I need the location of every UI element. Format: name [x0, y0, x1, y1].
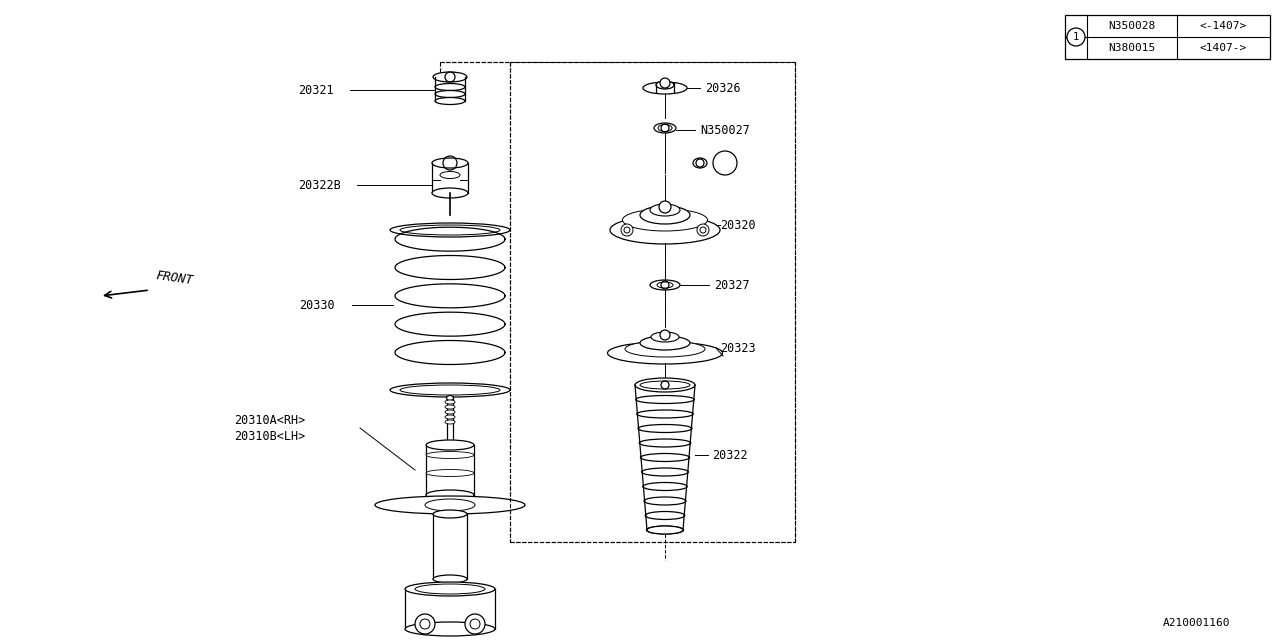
Ellipse shape: [401, 385, 500, 395]
Ellipse shape: [426, 470, 474, 477]
Ellipse shape: [637, 410, 694, 418]
Ellipse shape: [426, 490, 474, 500]
Ellipse shape: [640, 381, 690, 389]
Ellipse shape: [447, 396, 453, 401]
Ellipse shape: [652, 332, 678, 342]
Circle shape: [713, 151, 737, 175]
Circle shape: [659, 201, 671, 213]
Circle shape: [1068, 28, 1085, 46]
Text: <1407->: <1407->: [1199, 43, 1247, 53]
Text: N380015: N380015: [1108, 43, 1156, 53]
Ellipse shape: [433, 575, 467, 583]
Ellipse shape: [657, 81, 675, 89]
Ellipse shape: [433, 510, 467, 518]
Ellipse shape: [433, 72, 467, 82]
Ellipse shape: [639, 439, 691, 447]
Text: 20322B: 20322B: [298, 179, 340, 191]
Ellipse shape: [426, 440, 474, 450]
Text: 20330: 20330: [300, 298, 334, 312]
Ellipse shape: [611, 216, 721, 244]
Ellipse shape: [445, 420, 454, 424]
Ellipse shape: [650, 280, 680, 290]
Ellipse shape: [643, 483, 687, 490]
Ellipse shape: [641, 468, 689, 476]
Ellipse shape: [390, 223, 509, 237]
Circle shape: [660, 78, 669, 88]
Circle shape: [698, 224, 709, 236]
Circle shape: [465, 614, 485, 634]
Ellipse shape: [640, 454, 690, 461]
Ellipse shape: [636, 396, 695, 403]
Ellipse shape: [404, 582, 495, 596]
Ellipse shape: [426, 451, 474, 458]
Circle shape: [621, 224, 634, 236]
Ellipse shape: [654, 123, 676, 133]
Text: 20321: 20321: [298, 83, 334, 97]
Ellipse shape: [608, 342, 722, 364]
Ellipse shape: [692, 158, 707, 168]
Ellipse shape: [625, 341, 705, 357]
Ellipse shape: [401, 225, 500, 235]
Ellipse shape: [433, 188, 468, 198]
Text: 1: 1: [722, 158, 728, 168]
Text: 20322: 20322: [712, 449, 748, 461]
Ellipse shape: [640, 206, 690, 224]
Ellipse shape: [404, 622, 495, 636]
Ellipse shape: [375, 496, 525, 514]
Ellipse shape: [635, 378, 695, 392]
Ellipse shape: [622, 209, 708, 231]
Text: 20320: 20320: [721, 218, 755, 232]
Text: 20326: 20326: [705, 81, 741, 95]
Ellipse shape: [650, 204, 680, 216]
Bar: [1065, 15, 1270, 59]
Ellipse shape: [415, 584, 485, 594]
Ellipse shape: [658, 125, 672, 131]
Circle shape: [660, 330, 669, 340]
Ellipse shape: [435, 83, 465, 90]
Ellipse shape: [657, 282, 673, 288]
Ellipse shape: [644, 497, 686, 505]
Ellipse shape: [390, 383, 509, 397]
Ellipse shape: [445, 405, 454, 409]
Ellipse shape: [646, 526, 684, 534]
Text: N350027: N350027: [700, 124, 750, 136]
Ellipse shape: [645, 511, 685, 520]
Ellipse shape: [445, 415, 454, 419]
Ellipse shape: [637, 424, 692, 433]
Ellipse shape: [646, 526, 684, 534]
Ellipse shape: [440, 172, 460, 179]
Ellipse shape: [433, 158, 468, 168]
Text: 20327: 20327: [714, 278, 750, 291]
Text: 20310B<LH>: 20310B<LH>: [234, 429, 305, 442]
Ellipse shape: [445, 410, 454, 414]
Ellipse shape: [435, 97, 465, 104]
Text: 20310A<RH>: 20310A<RH>: [234, 413, 305, 426]
Text: 20323: 20323: [721, 342, 755, 355]
Text: <-1407>: <-1407>: [1199, 21, 1247, 31]
Ellipse shape: [425, 499, 475, 511]
Text: FRONT: FRONT: [155, 269, 195, 287]
Circle shape: [415, 614, 435, 634]
Ellipse shape: [640, 336, 690, 350]
Ellipse shape: [435, 90, 465, 97]
Text: A210001160: A210001160: [1162, 618, 1230, 628]
Text: N350028: N350028: [1108, 21, 1156, 31]
Ellipse shape: [445, 400, 454, 404]
Ellipse shape: [643, 82, 687, 94]
Text: 1: 1: [1073, 32, 1079, 42]
